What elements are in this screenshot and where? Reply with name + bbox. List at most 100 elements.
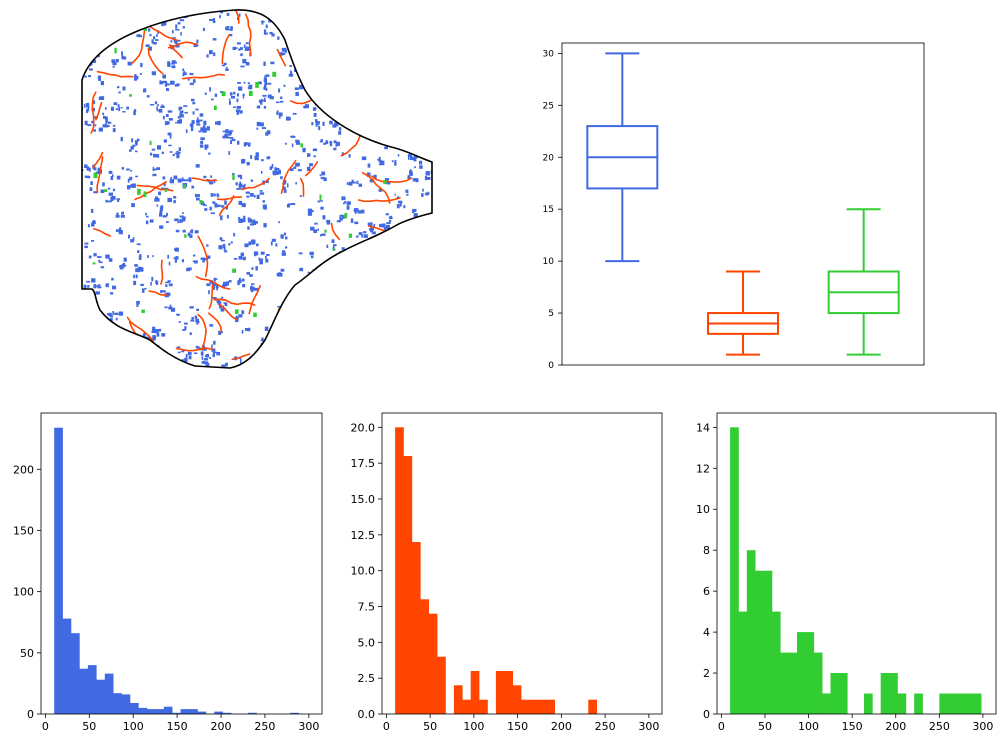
blue-patch bbox=[244, 328, 250, 331]
blue-patch bbox=[102, 182, 105, 187]
blue-patch bbox=[316, 294, 321, 299]
blue-patch bbox=[174, 259, 177, 263]
blue-patch bbox=[384, 178, 389, 181]
blue-patch bbox=[201, 356, 204, 360]
blue-patch bbox=[349, 362, 352, 365]
blue-patch bbox=[415, 334, 418, 339]
blue-patch bbox=[394, 161, 397, 166]
histogram-bar bbox=[113, 693, 122, 714]
blue-patch bbox=[389, 359, 394, 363]
histogram-bar bbox=[87, 665, 97, 714]
blue-patch bbox=[318, 125, 321, 131]
histogram-bar bbox=[248, 712, 257, 714]
blue-patch bbox=[337, 34, 342, 39]
blue-patch bbox=[213, 278, 218, 280]
blue-patch bbox=[378, 242, 382, 246]
blue-patch bbox=[131, 183, 136, 188]
blue-patch bbox=[307, 338, 310, 343]
blue-patch bbox=[177, 220, 179, 224]
blue-patch bbox=[134, 74, 137, 79]
blue-patch bbox=[354, 221, 359, 225]
blue-patch bbox=[320, 139, 323, 143]
blue-patch bbox=[271, 33, 275, 37]
blue-patch bbox=[384, 325, 387, 328]
blue-patch bbox=[297, 15, 300, 18]
blue-patch bbox=[339, 352, 343, 356]
blue-patch bbox=[285, 246, 288, 249]
blue-patch bbox=[118, 107, 121, 112]
blue-patch bbox=[304, 104, 309, 109]
blue-patch bbox=[333, 57, 335, 59]
blue-patch bbox=[101, 14, 106, 18]
blue-patch bbox=[262, 200, 265, 203]
blue-patch bbox=[375, 242, 377, 246]
blue-patch bbox=[314, 107, 316, 111]
blue-patch bbox=[209, 50, 213, 55]
blue-patch bbox=[86, 280, 90, 283]
blue-patch bbox=[339, 117, 344, 121]
blue-patch bbox=[342, 324, 347, 328]
blue-patch bbox=[422, 306, 425, 311]
blue-patch bbox=[340, 33, 344, 36]
blue-patch bbox=[376, 80, 381, 85]
blue-patch bbox=[359, 77, 362, 82]
blue-patch bbox=[141, 345, 145, 349]
x-tick-label: 300 bbox=[298, 720, 319, 733]
blue-patch bbox=[351, 179, 354, 184]
blue-patch bbox=[373, 244, 377, 249]
blue-patch bbox=[162, 74, 166, 79]
y-tick-label: 15 bbox=[543, 205, 554, 215]
blue-patch bbox=[418, 274, 422, 280]
blue-patch bbox=[120, 215, 125, 218]
orange-streak bbox=[428, 96, 432, 115]
blue-patch bbox=[174, 152, 179, 155]
blue-patch bbox=[212, 353, 215, 358]
blue-patch bbox=[419, 353, 425, 356]
blue-patch bbox=[118, 227, 122, 231]
blue-patch bbox=[162, 176, 166, 180]
blue-patch bbox=[307, 271, 310, 274]
blue-patch bbox=[403, 205, 406, 209]
blue-patch bbox=[208, 152, 211, 155]
orange-streak bbox=[90, 91, 97, 134]
blue-patch bbox=[108, 192, 113, 196]
blue-patch bbox=[428, 222, 432, 227]
orange-streak bbox=[276, 48, 287, 67]
blue-patch bbox=[322, 39, 326, 43]
blue-patch bbox=[299, 87, 302, 89]
blue-patch bbox=[406, 253, 410, 257]
histogram-bar bbox=[830, 673, 840, 714]
blue-patch bbox=[88, 255, 92, 259]
blue-patch bbox=[87, 345, 90, 350]
blue-patch bbox=[366, 172, 371, 177]
blue-patch bbox=[390, 140, 393, 145]
blue-patch bbox=[156, 167, 161, 170]
blue-patch bbox=[226, 134, 229, 137]
blue-patch bbox=[87, 285, 90, 288]
blue-patch bbox=[250, 290, 254, 293]
blue-patch bbox=[226, 28, 229, 30]
green-patch bbox=[409, 31, 414, 37]
blue-patch bbox=[171, 60, 176, 64]
blue-patch bbox=[238, 13, 241, 17]
blue-patch bbox=[105, 341, 107, 345]
blue-patch bbox=[368, 54, 371, 57]
blue-patch bbox=[230, 137, 234, 140]
blue-patch bbox=[114, 362, 117, 365]
blue-patch bbox=[304, 13, 308, 18]
blue-patch bbox=[288, 73, 294, 77]
blue-patch bbox=[146, 14, 149, 19]
blue-patch bbox=[247, 226, 250, 230]
blue-patch bbox=[408, 35, 412, 39]
histogram-bar bbox=[738, 611, 748, 714]
green-patch bbox=[324, 229, 327, 233]
blue-patch bbox=[265, 74, 270, 77]
blue-patch bbox=[317, 346, 322, 349]
blue-patch bbox=[368, 293, 371, 297]
blue-patch bbox=[306, 26, 308, 28]
blue-patch bbox=[134, 264, 138, 267]
blue-patch bbox=[110, 33, 115, 39]
x-tick-label: 300 bbox=[972, 720, 993, 733]
blue-patch bbox=[419, 307, 423, 310]
